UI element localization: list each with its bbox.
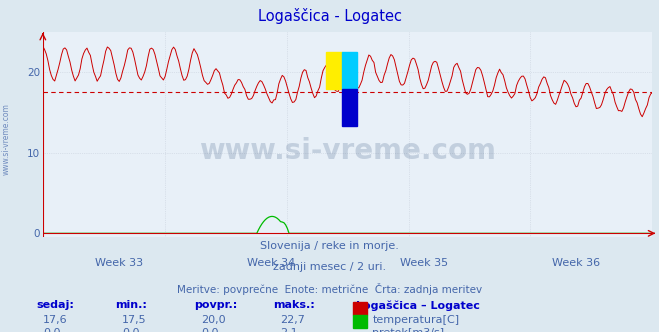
Text: zadnji mesec / 2 uri.: zadnji mesec / 2 uri. [273, 262, 386, 272]
Text: 17,6: 17,6 [43, 315, 67, 325]
Text: 0,0: 0,0 [43, 328, 61, 332]
Text: 2,1: 2,1 [280, 328, 298, 332]
Text: sedaj:: sedaj: [36, 300, 74, 310]
Text: www.si-vreme.com: www.si-vreme.com [199, 137, 496, 165]
Text: temperatura[C]: temperatura[C] [372, 315, 459, 325]
Text: Logaščica - Logatec: Logaščica - Logatec [258, 8, 401, 24]
Text: min.:: min.: [115, 300, 147, 310]
Text: pretok[m3/s]: pretok[m3/s] [372, 328, 444, 332]
Text: Week 34: Week 34 [247, 258, 295, 268]
Text: maks.:: maks.: [273, 300, 315, 310]
FancyBboxPatch shape [341, 52, 357, 89]
Text: 0,0: 0,0 [122, 328, 140, 332]
Text: Logaščica – Logatec: Logaščica – Logatec [356, 300, 480, 311]
Text: 0,0: 0,0 [201, 328, 219, 332]
Text: 17,5: 17,5 [122, 315, 146, 325]
Text: 22,7: 22,7 [280, 315, 305, 325]
Text: Slovenija / reke in morje.: Slovenija / reke in morje. [260, 241, 399, 251]
Text: Week 36: Week 36 [552, 258, 600, 268]
FancyBboxPatch shape [326, 52, 341, 89]
Text: Week 35: Week 35 [400, 258, 448, 268]
FancyBboxPatch shape [341, 89, 357, 126]
Text: Week 33: Week 33 [95, 258, 143, 268]
Text: www.si-vreme.com: www.si-vreme.com [2, 104, 11, 175]
Text: 20,0: 20,0 [201, 315, 225, 325]
Text: Meritve: povprečne  Enote: metrične  Črta: zadnja meritev: Meritve: povprečne Enote: metrične Črta:… [177, 283, 482, 295]
Text: povpr.:: povpr.: [194, 300, 238, 310]
